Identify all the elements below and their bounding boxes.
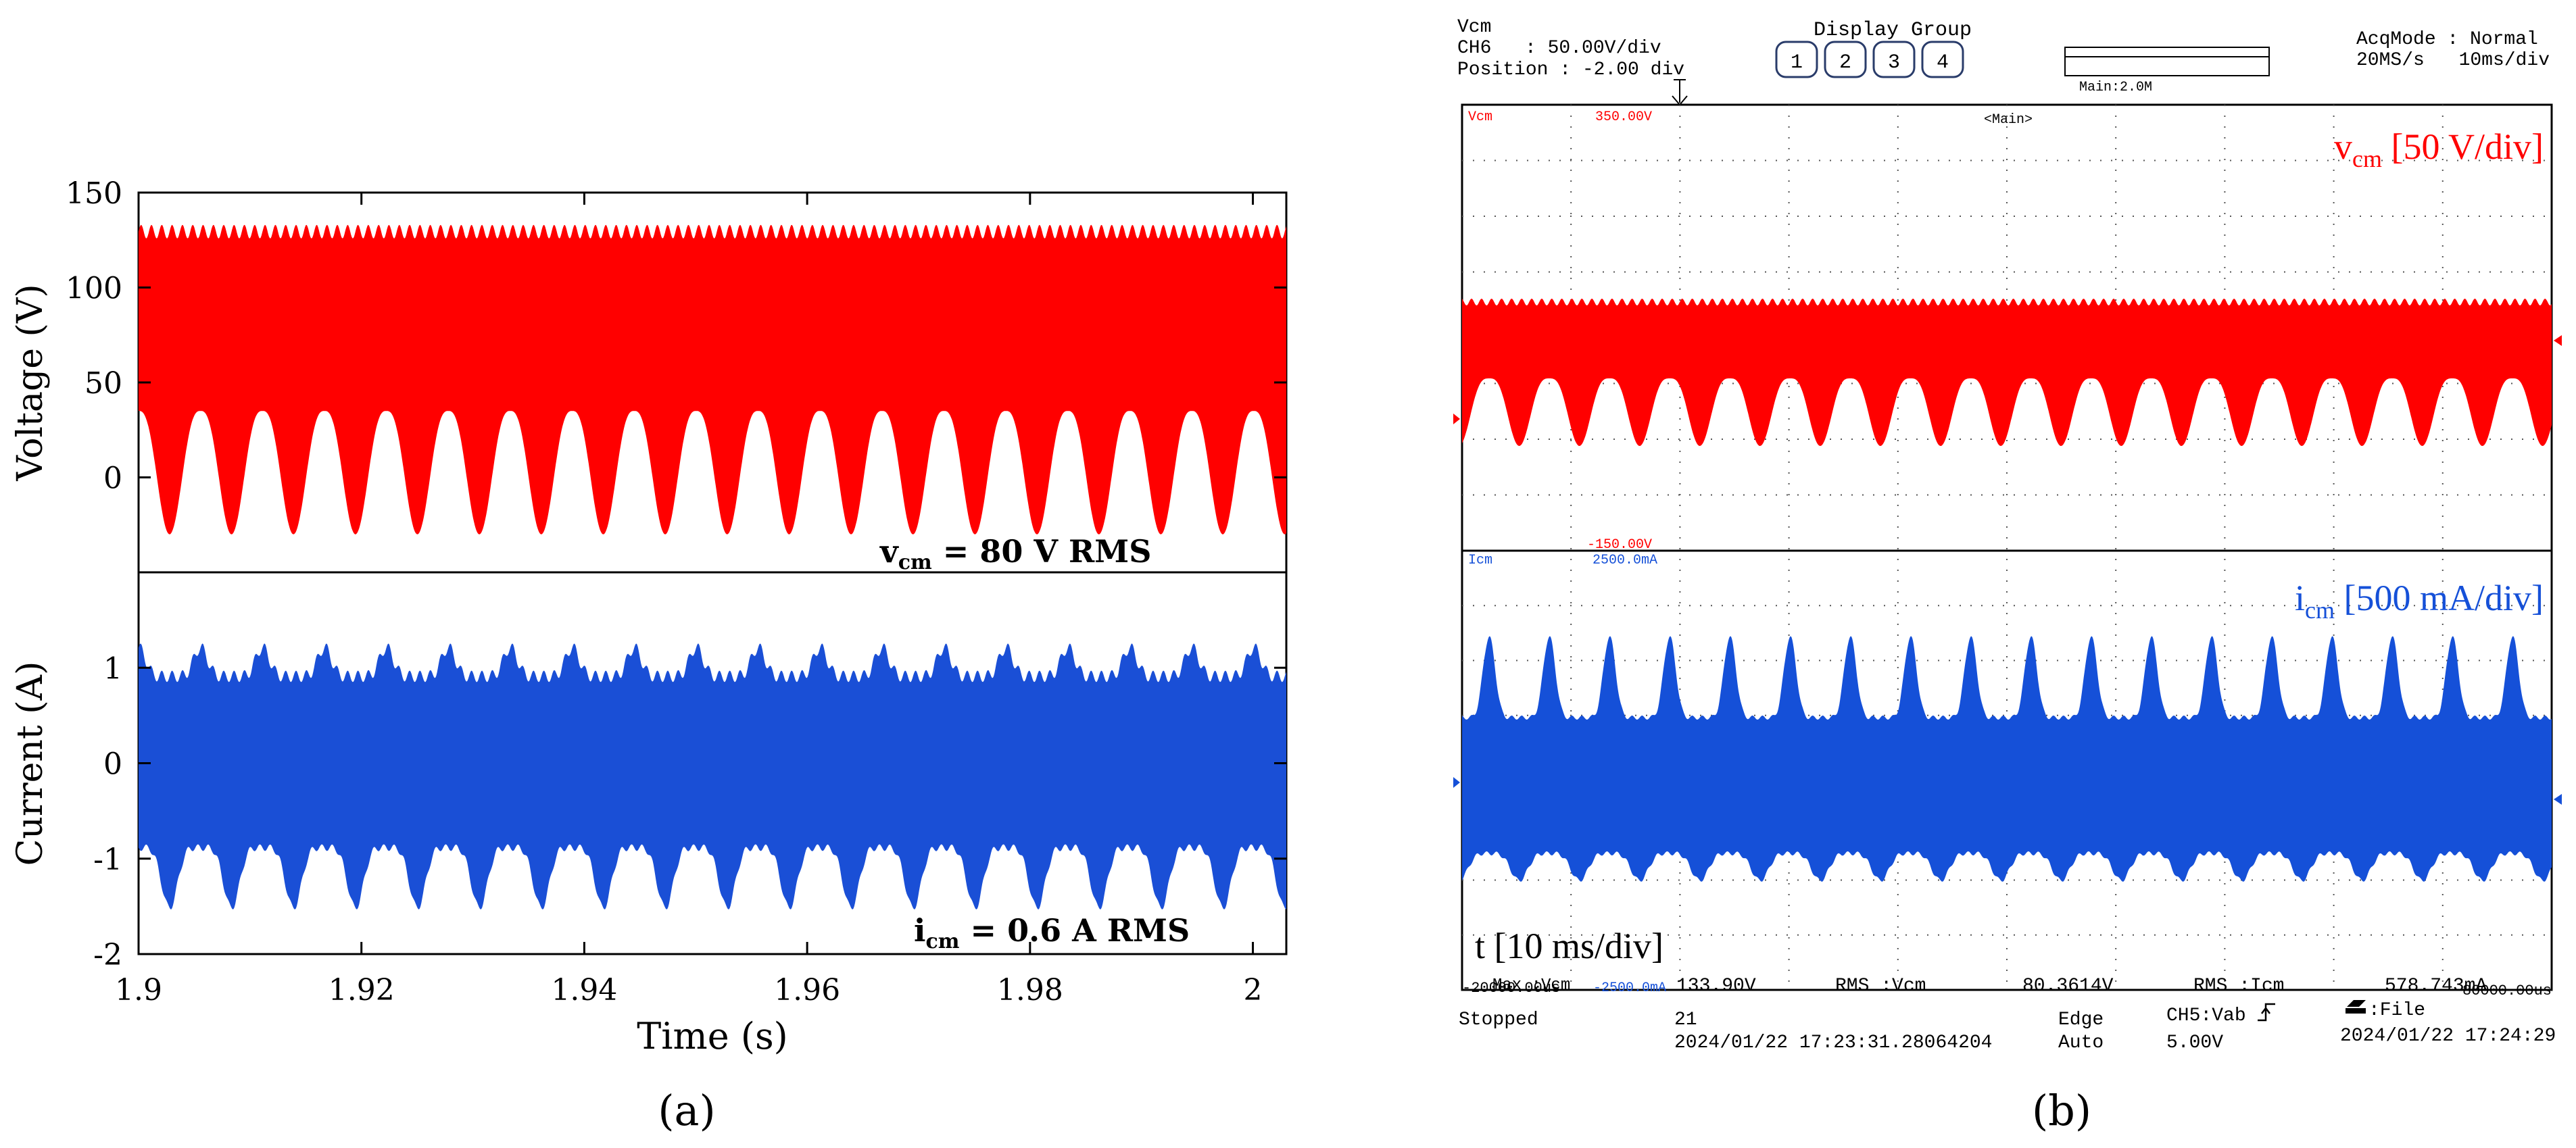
caption-b: (b) xyxy=(2032,1086,2091,1135)
trigger-level: 5.00V xyxy=(2166,1032,2223,1053)
x-tick-label: 1.94 xyxy=(551,973,617,1007)
svg-text:4: 4 xyxy=(1937,51,1949,74)
y-tick-label: 1 xyxy=(103,651,122,686)
rms-vcm-label: RMS :Vcm xyxy=(1835,976,1926,997)
ch1-level-marker xyxy=(2554,335,2562,346)
rms-vcm-value: 80.3614V xyxy=(2022,976,2114,997)
y-tick-label: 100 xyxy=(66,272,122,306)
time-scale-label: t [10 ms/div] xyxy=(1475,926,1663,966)
trigger-type: Edge xyxy=(2058,1009,2104,1030)
ch2-level-marker xyxy=(2554,794,2562,805)
scope-channel-name: Vcm xyxy=(1457,17,1491,38)
y-tick-label: -2 xyxy=(93,938,122,972)
screen-right-time: 80000.00us xyxy=(2462,982,2552,999)
acq-mode: AcqMode : Normal xyxy=(2356,29,2538,50)
ch1-name: Vcm xyxy=(1468,109,1492,125)
y-tick-label: 150 xyxy=(66,176,122,211)
x-tick-label: 2 xyxy=(1244,973,1263,1007)
display-group-button-2[interactable]: 2 xyxy=(1824,41,1867,78)
rising-edge-icon xyxy=(2258,1003,2275,1022)
acquisition-datetime: 2024/01/22 17:23:31.28064204 xyxy=(1674,1032,1992,1053)
file-label: :File xyxy=(2368,1000,2425,1021)
caption-a: (a) xyxy=(658,1086,715,1135)
x-tick-label: 1.92 xyxy=(329,973,395,1007)
rms-icm-value: 578.743mA xyxy=(2385,976,2487,997)
scope-volts-div: : 50.00V/div xyxy=(1525,38,1661,59)
ch1-top-value: 350.00V xyxy=(1595,109,1652,125)
trigger-position-marker xyxy=(1672,79,1688,106)
ch2-name: Icm xyxy=(1468,553,1492,568)
x-tick-label: 1.96 xyxy=(774,973,840,1007)
max-value: 133.90V xyxy=(1676,976,1756,997)
scope-current-waveform xyxy=(1462,636,2552,882)
voltage-scale-label: vcm [50 V/div] xyxy=(2334,126,2544,172)
voltage-plot: 0 50 100 150 vcm = 80 V RMS Voltage (V) xyxy=(10,176,1288,574)
y-tick-label: 50 xyxy=(84,366,122,401)
ch2-top-value: 2500.0mA xyxy=(1593,553,1657,568)
acquisition-status: Stopped xyxy=(1459,1009,1538,1030)
main-zoom-indicator: Main:2.0M xyxy=(2064,47,2270,95)
svg-text:1: 1 xyxy=(1791,51,1803,74)
trigger-source: CH5:Vab xyxy=(2166,1005,2246,1026)
rms-icm-label: RMS :Icm xyxy=(2193,976,2284,997)
sample-rate: 20MS/s xyxy=(2356,50,2425,71)
time-axis-label: Time (s) xyxy=(637,1015,787,1057)
screen-left-time: -20000.00us xyxy=(1462,980,1560,997)
display-group-buttons: 1 2 3 4 xyxy=(1775,41,1964,78)
scope-screen: Vcm 350.00V <Main> -150.00V Icm 2500.0mA… xyxy=(1453,103,2562,991)
display-group-button-4[interactable]: 4 xyxy=(1921,41,1964,78)
voltage-waveform xyxy=(139,224,1286,534)
current-annotation: icm = 0.6 A RMS xyxy=(914,912,1190,953)
y-tick-label: -1 xyxy=(93,843,122,877)
display-group-button-3[interactable]: 3 xyxy=(1872,41,1916,78)
trigger-mode: Auto xyxy=(2058,1032,2104,1053)
display-group-label: Display Group xyxy=(1814,19,1972,42)
current-plot: -2 -1 0 1 1.9 1.92 1.94 1.96 1.98 2 icm = 0.6 A … xyxy=(10,193,1288,1057)
scope-channel-id: CH6 xyxy=(1457,38,1491,59)
current-axis-label: Current (A) xyxy=(10,662,51,866)
display-group-button-1[interactable]: 1 xyxy=(1775,41,1818,78)
voltage-annotation: vcm = 80 V RMS xyxy=(879,533,1151,574)
file-datetime: 2024/01/22 17:24:29 xyxy=(2340,1026,2556,1047)
y-tick-label: 0 xyxy=(103,461,122,496)
ch2-bottom-value: -2500.0mA xyxy=(1593,980,1666,996)
panel-b: Vcm CH6 : 50.00V/div Position : -2.00 di… xyxy=(1453,17,2562,1053)
ch1-ground-marker xyxy=(1453,414,1460,424)
scope-voltage-waveform xyxy=(1462,299,2552,446)
x-tick-label: 1.98 xyxy=(997,973,1063,1007)
svg-text:3: 3 xyxy=(1888,51,1900,74)
voltage-axis-label: Voltage (V) xyxy=(10,284,51,481)
scope-position: Position : -2.00 div xyxy=(1457,59,1684,80)
main-tag: <Main> xyxy=(1984,112,2033,128)
ch2-ground-marker xyxy=(1453,777,1460,788)
y-tick-label: 0 xyxy=(103,747,122,782)
acquisition-count: 21 xyxy=(1674,1009,1697,1030)
time-per-div: 10ms/div xyxy=(2459,50,2550,71)
max-label: Max :Vcm xyxy=(1492,976,1570,995)
svg-text:2: 2 xyxy=(1839,51,1851,74)
ch1-bottom-value: -150.00V xyxy=(1587,537,1652,553)
current-scale-label: icm [500 mA/div] xyxy=(2295,578,2544,624)
svg-text:Main:2.0M: Main:2.0M xyxy=(2079,80,2152,95)
current-waveform xyxy=(139,643,1286,909)
file-icon xyxy=(2346,1000,2366,1014)
x-tick-label: 1.9 xyxy=(115,973,162,1007)
